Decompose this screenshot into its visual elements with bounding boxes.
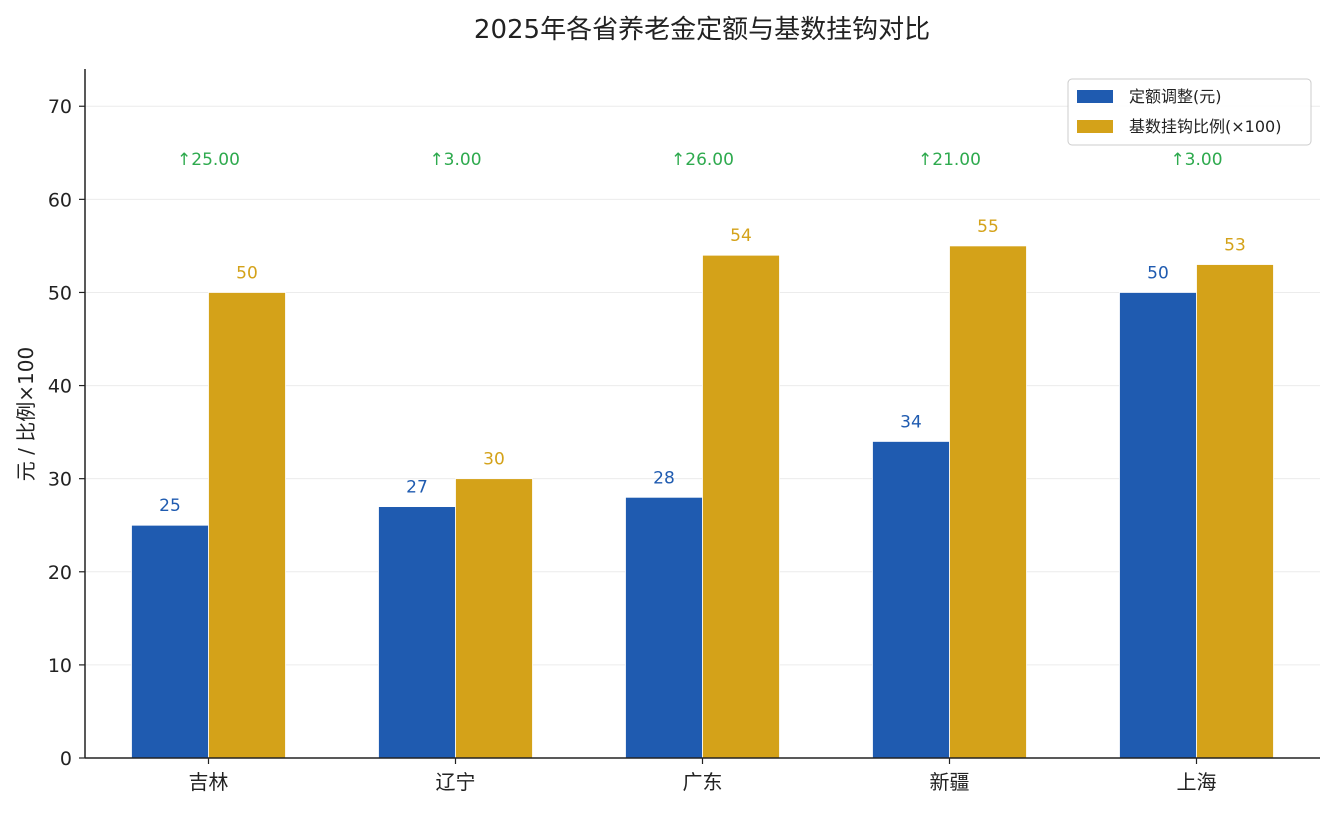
annotations: ↑25.00 ↑3.00 ↑26.00 ↑21.00 ↑3.00 <box>177 150 1223 170</box>
change-annotation: ↑21.00 <box>918 150 981 170</box>
bar-value-label: 54 <box>730 226 752 246</box>
bar-value-label: 27 <box>406 478 428 498</box>
legend-box <box>1067 78 1312 146</box>
x-tick-label: 上海 <box>1177 770 1217 794</box>
x-tick-label: 吉林 <box>189 770 229 794</box>
y-tick-label: 30 <box>48 469 72 491</box>
bar <box>208 292 286 759</box>
bar-value-label: 55 <box>977 217 999 237</box>
legend-label: 基数挂钩比例(×100) <box>1129 117 1281 136</box>
change-annotation: ↑25.00 <box>177 150 240 170</box>
legend: 定额调整(元) 基数挂钩比例(×100) <box>1067 78 1312 146</box>
bar-value-label: 34 <box>900 412 922 432</box>
axes: 0 10 20 30 40 50 60 70 吉林 辽宁 广东 新疆 上海 <box>48 69 1320 794</box>
bar-value-label: 50 <box>1147 263 1169 283</box>
bar <box>872 441 950 759</box>
x-tick-label: 新疆 <box>930 770 970 794</box>
bar <box>702 254 780 759</box>
bar-value-label: 28 <box>653 468 675 488</box>
y-tick-label: 50 <box>48 282 72 304</box>
value-labels: 25 50 27 30 28 54 34 55 50 53 <box>159 217 1246 516</box>
bar-value-label: 25 <box>159 496 181 516</box>
legend-swatch <box>1077 90 1113 103</box>
chart-title: 2025年各省养老金定额与基数挂钩对比 <box>474 15 930 45</box>
y-tick-label: 10 <box>48 655 72 677</box>
bar <box>625 496 703 759</box>
bar-value-label: 30 <box>483 450 505 470</box>
bar <box>131 524 209 759</box>
bar-value-label: 50 <box>236 263 258 283</box>
y-tick-label: 20 <box>48 562 72 584</box>
change-annotation: ↑3.00 <box>429 150 481 170</box>
legend-label: 定额调整(元) <box>1129 87 1222 106</box>
change-annotation: ↑3.00 <box>1170 150 1222 170</box>
y-tick-label: 60 <box>48 189 72 211</box>
bar <box>455 478 533 759</box>
y-axis-label: 元 / 比例×100 <box>14 347 38 481</box>
bars <box>131 245 1274 759</box>
x-tick-label: 广东 <box>683 770 723 794</box>
legend-swatch <box>1077 120 1113 133</box>
bar <box>1119 292 1197 759</box>
bar-value-label: 53 <box>1224 236 1246 256</box>
y-tick-label: 70 <box>48 96 72 118</box>
bar <box>1196 264 1274 759</box>
y-tick-label: 40 <box>48 376 72 398</box>
bar <box>949 245 1027 759</box>
y-tick-label: 0 <box>60 748 72 770</box>
x-tick-label: 辽宁 <box>436 770 476 794</box>
bar <box>378 506 456 759</box>
change-annotation: ↑26.00 <box>671 150 734 170</box>
